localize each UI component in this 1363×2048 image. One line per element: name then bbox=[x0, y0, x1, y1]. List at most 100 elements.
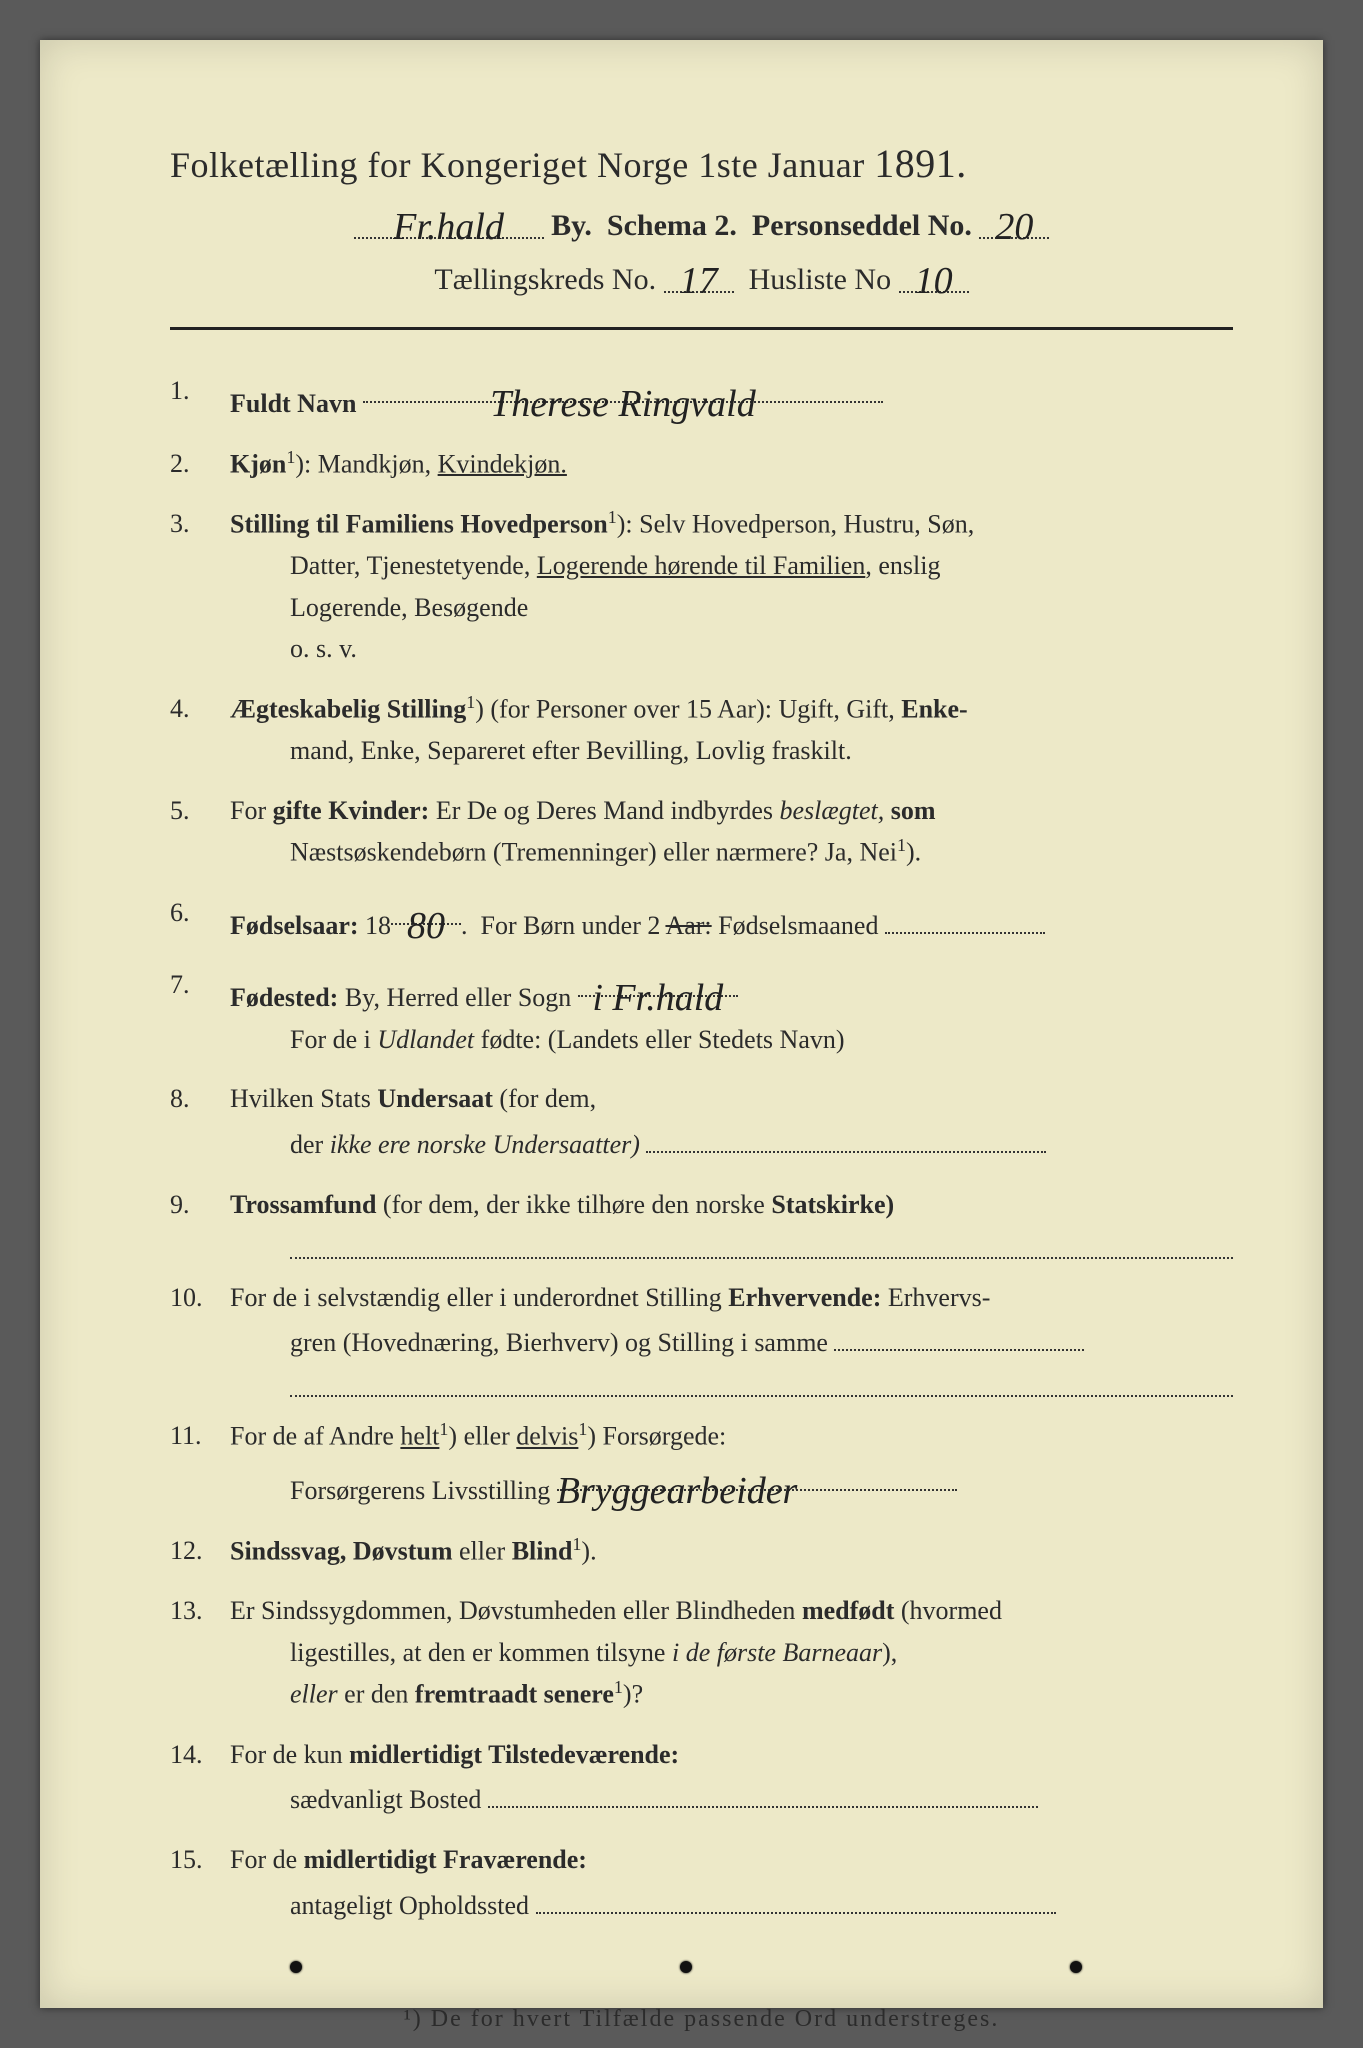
f8-line2: der ikke ere norske Undersaatter) bbox=[290, 1120, 1233, 1166]
city-field: Fr.hald bbox=[354, 201, 544, 239]
f11-t3: Forsørgede: bbox=[603, 1422, 727, 1451]
f6-prefix: 18 bbox=[365, 911, 391, 940]
field-10: For de i selvstændig eller i underordnet… bbox=[170, 1277, 1233, 1398]
f5-label: gifte Kvinder: bbox=[273, 796, 430, 825]
f10-label: Erhvervende: bbox=[728, 1283, 881, 1312]
personseddel-no: 20 bbox=[995, 206, 1033, 248]
personseddel-label: Personseddel No. bbox=[752, 209, 972, 242]
f10-t1: For de i selvstændig eller i underordnet… bbox=[230, 1283, 722, 1312]
f15-line2: antageligt Opholdssted bbox=[290, 1881, 1233, 1927]
f3-line2: Datter, Tjenestetyende, Logerende hørend… bbox=[290, 545, 1233, 587]
f6-label: Fødselsaar: bbox=[230, 911, 359, 940]
f1-value: Therese Ringvald bbox=[490, 383, 756, 425]
field-3: Stilling til Familiens Hovedperson1): Se… bbox=[170, 503, 1233, 670]
f11-t1: For de af Andre bbox=[230, 1422, 394, 1451]
sup-icon: 1 bbox=[897, 835, 906, 855]
f8-t2: (for dem, bbox=[499, 1084, 596, 1113]
f3-line4: o. s. v. bbox=[290, 628, 1233, 670]
f13-t2: (hvormed bbox=[901, 1596, 1002, 1625]
f10-t2: Erhvervs- bbox=[888, 1283, 991, 1312]
f14-field bbox=[488, 1775, 1038, 1808]
f9-label: Trossamfund bbox=[230, 1190, 376, 1219]
f3-label: Stilling til Familiens Hovedperson bbox=[230, 510, 608, 539]
f5-t1: Er De og Deres Mand indbyrdes bbox=[436, 796, 773, 825]
f5-t1c: som bbox=[891, 796, 936, 825]
f6-year: 80 bbox=[407, 905, 445, 947]
f2-label: Kjøn bbox=[230, 449, 286, 478]
f7-field: i Fr.hald bbox=[578, 964, 738, 997]
field-9: Trossamfund (for dem, der ikke tilhøre d… bbox=[170, 1184, 1233, 1259]
f15-l2: antageligt Opholdssted bbox=[290, 1891, 529, 1920]
f1-label: Fuldt Navn bbox=[230, 389, 356, 418]
f9-text: (for dem, der ikke tilhøre den norske bbox=[383, 1190, 765, 1219]
field-8: Hvilken Stats Undersaat (for dem, der ik… bbox=[170, 1078, 1233, 1165]
sup-icon: 1 bbox=[572, 1534, 581, 1554]
f2-opt-a: Mandkjøn, bbox=[318, 449, 431, 478]
field-2: Kjøn1): Mandkjøn, Kvindekjøn. bbox=[170, 443, 1233, 485]
f7-l2a: For de i bbox=[290, 1025, 371, 1054]
f10-field-b bbox=[290, 1364, 1233, 1397]
f11-line2: Forsørgerens Livsstilling Bryggearbeider bbox=[290, 1457, 1233, 1512]
kreds-no: 17 bbox=[680, 260, 718, 302]
f14-t1: For de kun bbox=[230, 1740, 343, 1769]
f10-line2: gren (Hovednæring, Bierhverv) og Stillin… bbox=[290, 1318, 1233, 1364]
city-handwritten: Fr.hald bbox=[393, 206, 504, 248]
f9-text2: Statskirke) bbox=[771, 1190, 894, 1219]
pinhole-icon bbox=[290, 1961, 302, 1973]
f14-l2: sædvanligt Bosted bbox=[290, 1785, 481, 1814]
f15-b: midlertidigt Fraværende: bbox=[304, 1845, 587, 1874]
header-line-3: Tællingskreds No. 17 Husliste No 10 bbox=[170, 255, 1233, 297]
header-line-2: Fr.hald By. Schema 2. Personseddel No. 2… bbox=[170, 201, 1233, 243]
f2-opt-b: Kvindekjøn. bbox=[438, 449, 567, 478]
f15-t1: For de bbox=[230, 1845, 297, 1874]
f4-opt-a: Ugift, Gift, bbox=[778, 695, 894, 724]
f6-t3: Fødselsmaaned bbox=[718, 911, 878, 940]
f8-field bbox=[646, 1120, 1046, 1153]
f11-t2: eller bbox=[464, 1422, 510, 1451]
f13-l3c: ? bbox=[632, 1680, 644, 1709]
f8-l2b: ikke ere norske Undersaatter) bbox=[330, 1130, 640, 1159]
f4-opt-b: Enke- bbox=[901, 695, 967, 724]
field-15: For de midlertidigt Fraværende: antageli… bbox=[170, 1839, 1233, 1926]
pinhole-icon bbox=[1070, 1961, 1082, 1973]
f15-field bbox=[536, 1881, 1056, 1914]
f13-b2: fremtraadt senere bbox=[415, 1680, 614, 1709]
f5-prefix: For bbox=[230, 796, 266, 825]
f3-line3: Logerende, Besøgende bbox=[290, 587, 1233, 629]
sup-icon: 1 bbox=[466, 692, 475, 712]
f7-value: i Fr.hald bbox=[592, 977, 723, 1019]
f6-month-field bbox=[885, 900, 1045, 933]
kreds-no-field: 17 bbox=[664, 255, 734, 293]
f10-l2: gren (Hovednæring, Bierhverv) og Stillin… bbox=[290, 1328, 828, 1357]
field-11: For de af Andre helt1) eller delvis1) Fo… bbox=[170, 1415, 1233, 1512]
f14-line2: sædvanligt Bosted bbox=[290, 1775, 1233, 1821]
field-7: Fødested: By, Herred eller Sogn i Fr.hal… bbox=[170, 964, 1233, 1060]
census-form: Folketælling for Kongeriget Norge 1ste J… bbox=[40, 40, 1323, 2008]
f7-l2b: Udlandet bbox=[377, 1025, 474, 1054]
f9-field bbox=[290, 1225, 1233, 1258]
schema-label: Schema 2. bbox=[607, 209, 737, 242]
f8-t1: Hvilken Stats bbox=[230, 1084, 371, 1113]
f5-t1b: beslægtet, bbox=[780, 796, 885, 825]
f7-l2c: fødte: (Landets eller Stedets Navn) bbox=[481, 1025, 845, 1054]
field-5: For gifte Kvinder: Er De og Deres Mand i… bbox=[170, 790, 1233, 874]
field-6: Fødselsaar: 1880. For Børn under 2 Aar: … bbox=[170, 892, 1233, 947]
f3-line2b: Logerende hørende til Familien bbox=[537, 551, 866, 580]
title-year: 1891. bbox=[874, 141, 967, 186]
title-line: Folketælling for Kongeriget Norge 1ste J… bbox=[170, 140, 1233, 187]
f3-line2a: Datter, Tjenestetyende, bbox=[290, 551, 530, 580]
sup-icon: 1 bbox=[439, 1419, 448, 1439]
f5-line2: Næstsøskendebørn (Tremenninger) eller næ… bbox=[290, 831, 1233, 873]
f7-label: Fødested: bbox=[230, 983, 338, 1012]
sup-icon: 1 bbox=[608, 507, 617, 527]
f6-aar: Aar: bbox=[665, 911, 711, 940]
f11-field: Bryggearbeider bbox=[557, 1457, 957, 1490]
field-4: Ægteskabelig Stilling1) (for Personer ov… bbox=[170, 688, 1233, 772]
sup-icon: 1 bbox=[614, 1677, 623, 1697]
f8-l2a: der bbox=[290, 1130, 323, 1159]
f3-line1: Selv Hovedperson, Hustru, Søn, bbox=[639, 510, 974, 539]
f13-l3a: eller bbox=[290, 1680, 338, 1709]
field-12: Sindssvag, Døvstum eller Blind1). bbox=[170, 1530, 1233, 1572]
f13-line2: ligestilles, at den er kommen tilsyne i … bbox=[290, 1632, 1233, 1674]
husliste-no: 10 bbox=[915, 260, 953, 302]
